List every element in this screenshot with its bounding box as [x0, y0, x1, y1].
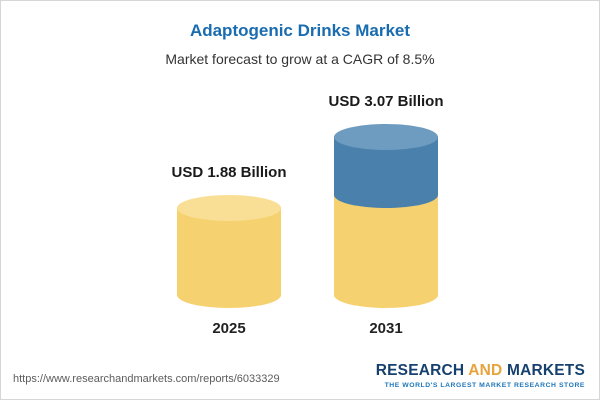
- logo-tagline: THE WORLD'S LARGEST MARKET RESEARCH STOR…: [384, 382, 585, 389]
- cylinder-2025: [177, 195, 281, 308]
- year-label-2031: 2031: [369, 320, 403, 337]
- logo-word-research: RESEARCH: [375, 362, 465, 379]
- cylinder-2031: [334, 124, 438, 308]
- bar-group-2031: USD 3.07 Billion 2031: [328, 93, 443, 337]
- value-label-2031: USD 3.07 Billion: [328, 93, 444, 110]
- report-url: https://www.researchandmarkets.com/repor…: [13, 373, 280, 385]
- cylinder-top-ellipse-2031: [334, 124, 438, 150]
- researchandmarkets-logo: RESEARCH AND MARKETS THE WORLD'S LARGEST…: [376, 362, 585, 389]
- chart-subtitle: Market forecast to grow at a CAGR of 8.5…: [165, 51, 435, 67]
- cylinder-body-2025: [177, 208, 281, 308]
- logo-word-and: AND: [468, 362, 503, 379]
- cylinder-base-segment-2031: [334, 195, 438, 308]
- cylinder-top-ellipse-2025: [177, 195, 281, 221]
- logo-word-markets: MARKETS: [506, 362, 585, 379]
- logo-wordmark: RESEARCH AND MARKETS: [376, 362, 585, 380]
- year-label-2025: 2025: [212, 320, 246, 337]
- bar-group-2025: USD 1.88 Billion 2025: [171, 164, 286, 337]
- chart-title: Adaptogenic Drinks Market: [189, 21, 411, 40]
- value-label-2025: USD 1.88 Billion: [171, 164, 287, 181]
